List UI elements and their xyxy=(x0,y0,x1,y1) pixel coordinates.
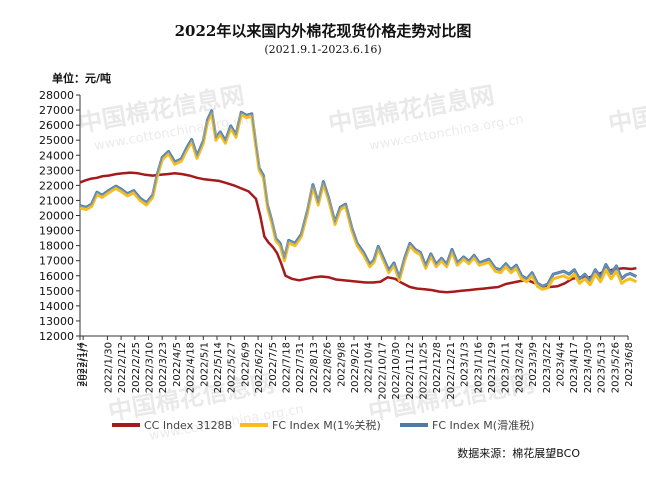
x-tick-label: 2022/10/4 xyxy=(364,342,375,393)
x-tick-label: 2023/4/17 xyxy=(569,342,580,393)
y-tick-label: 19000 xyxy=(39,225,74,238)
legend-label-2: FC Index M(滑准税) xyxy=(432,418,534,432)
x-tick-label: 2022/2/12 xyxy=(117,342,128,393)
y-tick-label: 17000 xyxy=(39,255,74,268)
x-tick-label: 2022/3/10 xyxy=(145,342,156,393)
x-tick-label: 2022/9/21 xyxy=(350,342,361,393)
x-tick-label: 2022/1/7 xyxy=(79,342,90,387)
x-tick-label: 2023/5/13 xyxy=(597,342,608,393)
x-tick-label: 2022/12/8 xyxy=(432,342,443,393)
y-tick-label: 25000 xyxy=(39,134,74,147)
x-tick-label: 2023/3/22 xyxy=(542,342,553,393)
x-tick-label: 2022/9/8 xyxy=(336,342,347,387)
x-tick-label: 2022/2/25 xyxy=(131,342,142,393)
x-tick-label: 2022/12/21 xyxy=(446,342,457,400)
series-line-1 xyxy=(79,111,638,291)
x-tick-label: 2022/6/22 xyxy=(254,342,265,393)
x-tick-label: 2022/8/13 xyxy=(309,342,320,393)
legend: CC Index 3128B FC Index M(1%关税) FC Index M… xyxy=(112,418,534,432)
x-tick-label: 2023/1/16 xyxy=(473,342,484,393)
y-tick-label: 16000 xyxy=(39,270,74,283)
x-tick-label: 2022/6/9 xyxy=(240,342,251,387)
y-tick-label: 14000 xyxy=(39,300,74,313)
y-tick-label: 24000 xyxy=(39,149,74,162)
x-tick-label: 2023/6/8 xyxy=(624,342,635,387)
x-tick-label: 2023/3/9 xyxy=(528,342,539,387)
x-tick-label: 2022/5/27 xyxy=(227,342,238,393)
x-tick-label: 2023/4/30 xyxy=(583,342,594,393)
x-tick-label: 2023/1/29 xyxy=(487,342,498,393)
source-note: 数据来源：棉花展望BCO xyxy=(457,446,580,460)
legend-label-1: FC Index M(1%关税) xyxy=(272,418,381,432)
chart-title: 2022年以来国内外棉花现货价格走势对比图 xyxy=(175,22,472,40)
x-tick-label: 2022/7/5 xyxy=(268,342,279,387)
y-tick-label: 12000 xyxy=(39,330,74,343)
x-tick-label: 2023/1/3 xyxy=(460,342,471,387)
legend-label-0: CC Index 3128B xyxy=(144,419,232,432)
watermark-text: 中国棉花信息网 xyxy=(606,81,646,138)
y-tick-label: 22000 xyxy=(39,179,74,192)
x-tick-label: 2022/3/23 xyxy=(158,342,169,393)
y-tick-label: 26000 xyxy=(39,119,74,132)
x-tick-label: 2022/8/26 xyxy=(323,342,334,393)
x-tick-label: 2022/5/1 xyxy=(199,342,210,387)
y-tick-label: 21000 xyxy=(39,194,74,207)
y-tick-label: 15000 xyxy=(39,285,74,298)
chart-subtitle: (2021.9.1-2023.6.16) xyxy=(264,43,381,56)
x-tick-label: 2022/5/14 xyxy=(213,342,224,393)
x-tick-label: 2022/1/4 xyxy=(76,342,87,387)
x-tick-label: 2023/2/11 xyxy=(501,342,512,393)
y-tick-label: 20000 xyxy=(39,210,74,223)
x-tick-label: 2022/10/17 xyxy=(377,342,388,400)
x-tick-label: 2022/11/12 xyxy=(405,342,416,400)
y-tick-label: 23000 xyxy=(39,164,74,177)
x-tick-label: 2023/5/26 xyxy=(610,342,621,393)
x-tick-label: 2022/10/30 xyxy=(391,342,402,400)
x-tick-label: 2022/11/25 xyxy=(419,342,430,400)
y-tick-label: 13000 xyxy=(39,315,74,328)
series-line-2-core xyxy=(79,110,637,287)
y-tick-label: 27000 xyxy=(39,104,74,117)
x-tick-label: 2023/2/24 xyxy=(514,342,525,393)
x-tick-label: 2022/4/5 xyxy=(172,342,183,387)
x-tick-label: 2023/4/4 xyxy=(556,342,567,387)
y-axis-unit-label: 单位：元/吨 xyxy=(52,71,111,85)
x-tick-label: 2022/1/30 xyxy=(103,342,114,393)
x-tick-label: 2022/4/18 xyxy=(186,342,197,393)
plot-area xyxy=(79,109,638,294)
axes: 12000 13000 14000 15000 16000 17000 18000 19000… xyxy=(39,89,635,400)
x-tick-label: 2022/7/18 xyxy=(282,342,293,393)
y-tick-label: 28000 xyxy=(39,89,74,102)
y-tick-label: 18000 xyxy=(39,240,74,253)
x-tick-label: 2022/7/31 xyxy=(295,342,306,393)
